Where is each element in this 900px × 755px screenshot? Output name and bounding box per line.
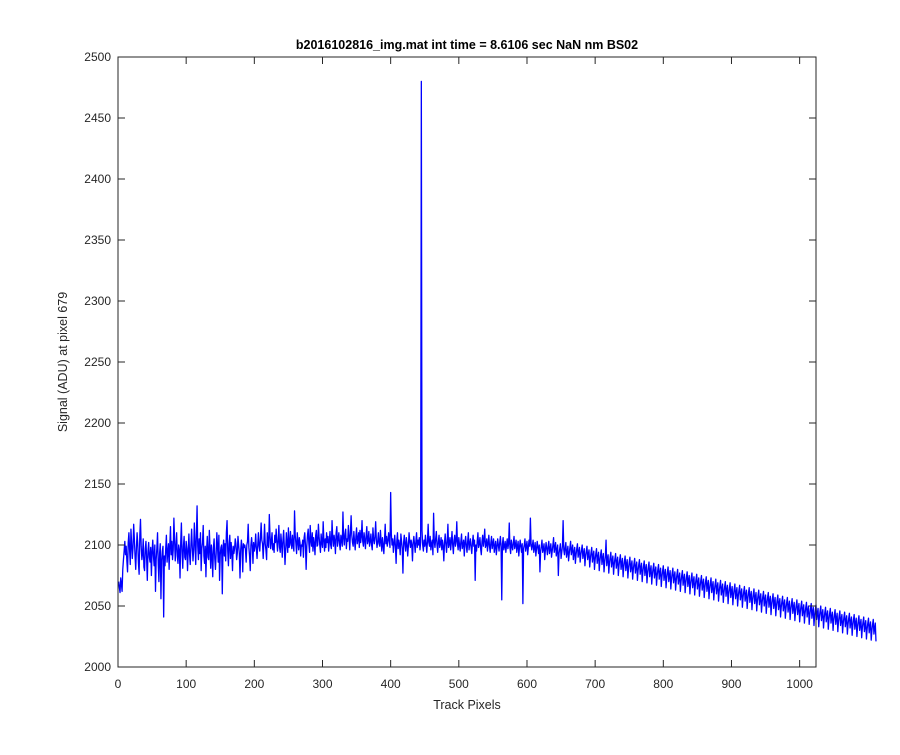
y-axis-ticks: 2000 2050 2100 2150 2200 2250 2300 2350 2400 2450…: [84, 50, 816, 674]
x-tick-label: 900: [721, 677, 741, 691]
x-axis-label: Track Pixels: [433, 698, 501, 712]
x-tick-label: 700: [585, 677, 605, 691]
x-tick-label: 400: [381, 677, 401, 691]
x-tick-label: 500: [449, 677, 469, 691]
x-tick-label: 600: [517, 677, 537, 691]
x-tick-label: 100: [176, 677, 196, 691]
x-tick-label: 800: [653, 677, 673, 691]
x-tick-label: 0: [115, 677, 122, 691]
y-tick-label: 2450: [84, 111, 111, 125]
y-tick-label: 2150: [84, 477, 111, 491]
y-tick-label: 2000: [84, 660, 111, 674]
x-tick-label: 200: [244, 677, 264, 691]
chart-title: b2016102816_img.mat int time = 8.6106 se…: [296, 38, 638, 52]
series-layer: [118, 80, 877, 642]
y-axis-label: Signal (ADU) at pixel 679: [56, 292, 70, 432]
y-tick-label: 2100: [84, 538, 111, 552]
x-tick-label: 1000: [786, 677, 813, 691]
y-tick-label: 2350: [84, 233, 111, 247]
series-line: [118, 80, 877, 642]
plot-frame: [117, 56, 817, 668]
plot-background: [118, 57, 816, 667]
y-tick-label: 2400: [84, 172, 111, 186]
y-tick-label: 2050: [84, 599, 111, 613]
y-tick-label: 2200: [84, 416, 111, 430]
x-tick-label: 300: [312, 677, 332, 691]
y-tick-label: 2250: [84, 355, 111, 369]
x-axis-ticks: 0 100 200 300 400 500 600 700 800 900 1000: [115, 57, 813, 691]
y-tick-label: 2500: [84, 50, 111, 64]
y-tick-label: 2300: [84, 294, 111, 308]
